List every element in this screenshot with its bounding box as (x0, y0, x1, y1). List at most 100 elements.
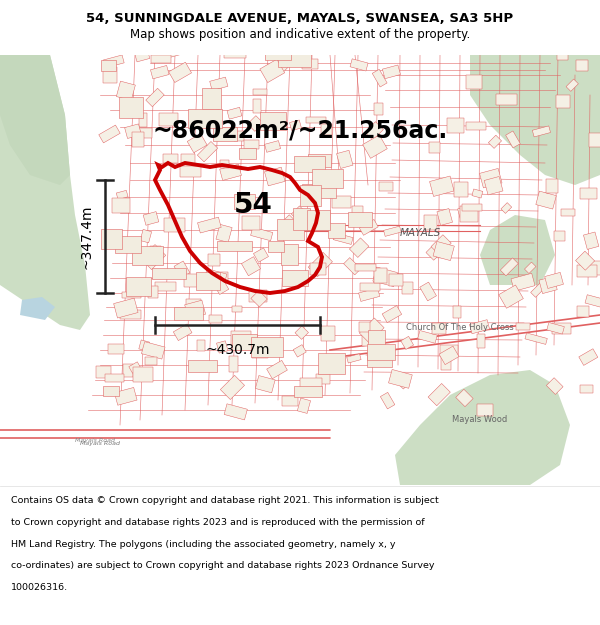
Bar (389, 369, 412, 388)
Bar (260, 112, 286, 129)
Bar (119, 97, 143, 118)
Bar (224, 47, 245, 58)
Bar (368, 330, 385, 349)
Bar (532, 126, 551, 137)
Bar (562, 209, 575, 216)
Bar (447, 118, 464, 133)
Bar (428, 384, 451, 406)
Bar (321, 326, 335, 341)
Bar (362, 334, 383, 346)
Bar (359, 219, 378, 235)
Bar (540, 193, 548, 200)
Bar (101, 229, 122, 249)
Bar (308, 154, 331, 167)
Bar (260, 59, 284, 82)
Bar (169, 62, 191, 82)
Bar (347, 354, 361, 363)
Polygon shape (20, 297, 55, 320)
Bar (129, 362, 141, 373)
Bar (359, 284, 380, 291)
Text: to Crown copyright and database rights 2023 and is reproduced with the permissio: to Crown copyright and database rights 2… (11, 518, 424, 527)
Bar (133, 367, 153, 382)
Text: 54, SUNNINGDALE AVENUE, MAYALS, SWANSEA, SA3 5HP: 54, SUNNINGDALE AVENUE, MAYALS, SWANSEA,… (86, 12, 514, 25)
Bar (212, 276, 229, 294)
Bar (248, 116, 263, 131)
Bar (213, 127, 236, 141)
Bar (105, 374, 124, 382)
Bar (566, 79, 578, 91)
Text: ~347.4m: ~347.4m (80, 204, 94, 269)
Bar (389, 274, 403, 286)
Bar (553, 323, 571, 334)
Bar (152, 268, 185, 279)
Bar (229, 356, 238, 372)
Bar (525, 333, 547, 344)
Bar (217, 241, 252, 251)
Bar (115, 388, 137, 405)
Text: 100026316.: 100026316. (11, 583, 68, 592)
Bar (433, 241, 454, 261)
Bar (186, 299, 201, 309)
Bar (380, 392, 395, 409)
Bar (374, 104, 383, 115)
Bar (424, 216, 437, 230)
Bar (506, 131, 520, 148)
Bar (232, 306, 242, 312)
Bar (249, 289, 267, 302)
Bar (163, 154, 178, 162)
Bar (181, 154, 195, 169)
Bar (292, 206, 305, 220)
Bar (217, 341, 228, 353)
Bar (242, 216, 260, 230)
Bar (265, 141, 281, 152)
Polygon shape (0, 55, 90, 330)
Bar (179, 312, 189, 319)
Bar (103, 386, 119, 396)
Bar (103, 55, 124, 68)
Bar (431, 235, 451, 255)
Bar (99, 125, 120, 143)
Bar (430, 142, 440, 153)
Bar (220, 376, 245, 399)
Bar (224, 404, 247, 420)
Bar (220, 164, 241, 181)
Bar (253, 99, 261, 113)
Bar (373, 351, 385, 362)
Bar (265, 168, 285, 186)
Bar (256, 376, 275, 392)
Bar (150, 246, 161, 261)
Bar (244, 140, 259, 149)
Text: HM Land Registry. The polygons (including the associated geometry, namely x, y: HM Land Registry. The polygons (includin… (11, 539, 395, 549)
Bar (185, 300, 206, 319)
Bar (319, 352, 344, 374)
Bar (251, 338, 283, 357)
Bar (402, 282, 413, 294)
Bar (575, 251, 595, 270)
Bar (367, 344, 395, 360)
Bar (139, 340, 149, 351)
Bar (268, 241, 284, 252)
Bar (321, 124, 332, 135)
Bar (184, 274, 202, 287)
Bar (97, 366, 111, 378)
Bar (430, 176, 454, 196)
Bar (148, 286, 158, 298)
Bar (233, 131, 244, 141)
Bar (539, 276, 557, 294)
Bar (112, 198, 130, 213)
Bar (557, 51, 568, 60)
Bar (479, 168, 502, 188)
Bar (484, 176, 503, 195)
Bar (122, 292, 142, 298)
Bar (466, 122, 486, 130)
Bar (235, 194, 255, 209)
Bar (278, 49, 311, 67)
Bar (151, 55, 171, 63)
Bar (524, 262, 536, 274)
Text: Contains OS data © Crown copyright and database right 2021. This information is : Contains OS data © Crown copyright and d… (11, 496, 439, 505)
Bar (579, 349, 598, 366)
Bar (142, 342, 165, 359)
Bar (253, 89, 267, 95)
Bar (308, 253, 332, 276)
Bar (440, 344, 458, 354)
